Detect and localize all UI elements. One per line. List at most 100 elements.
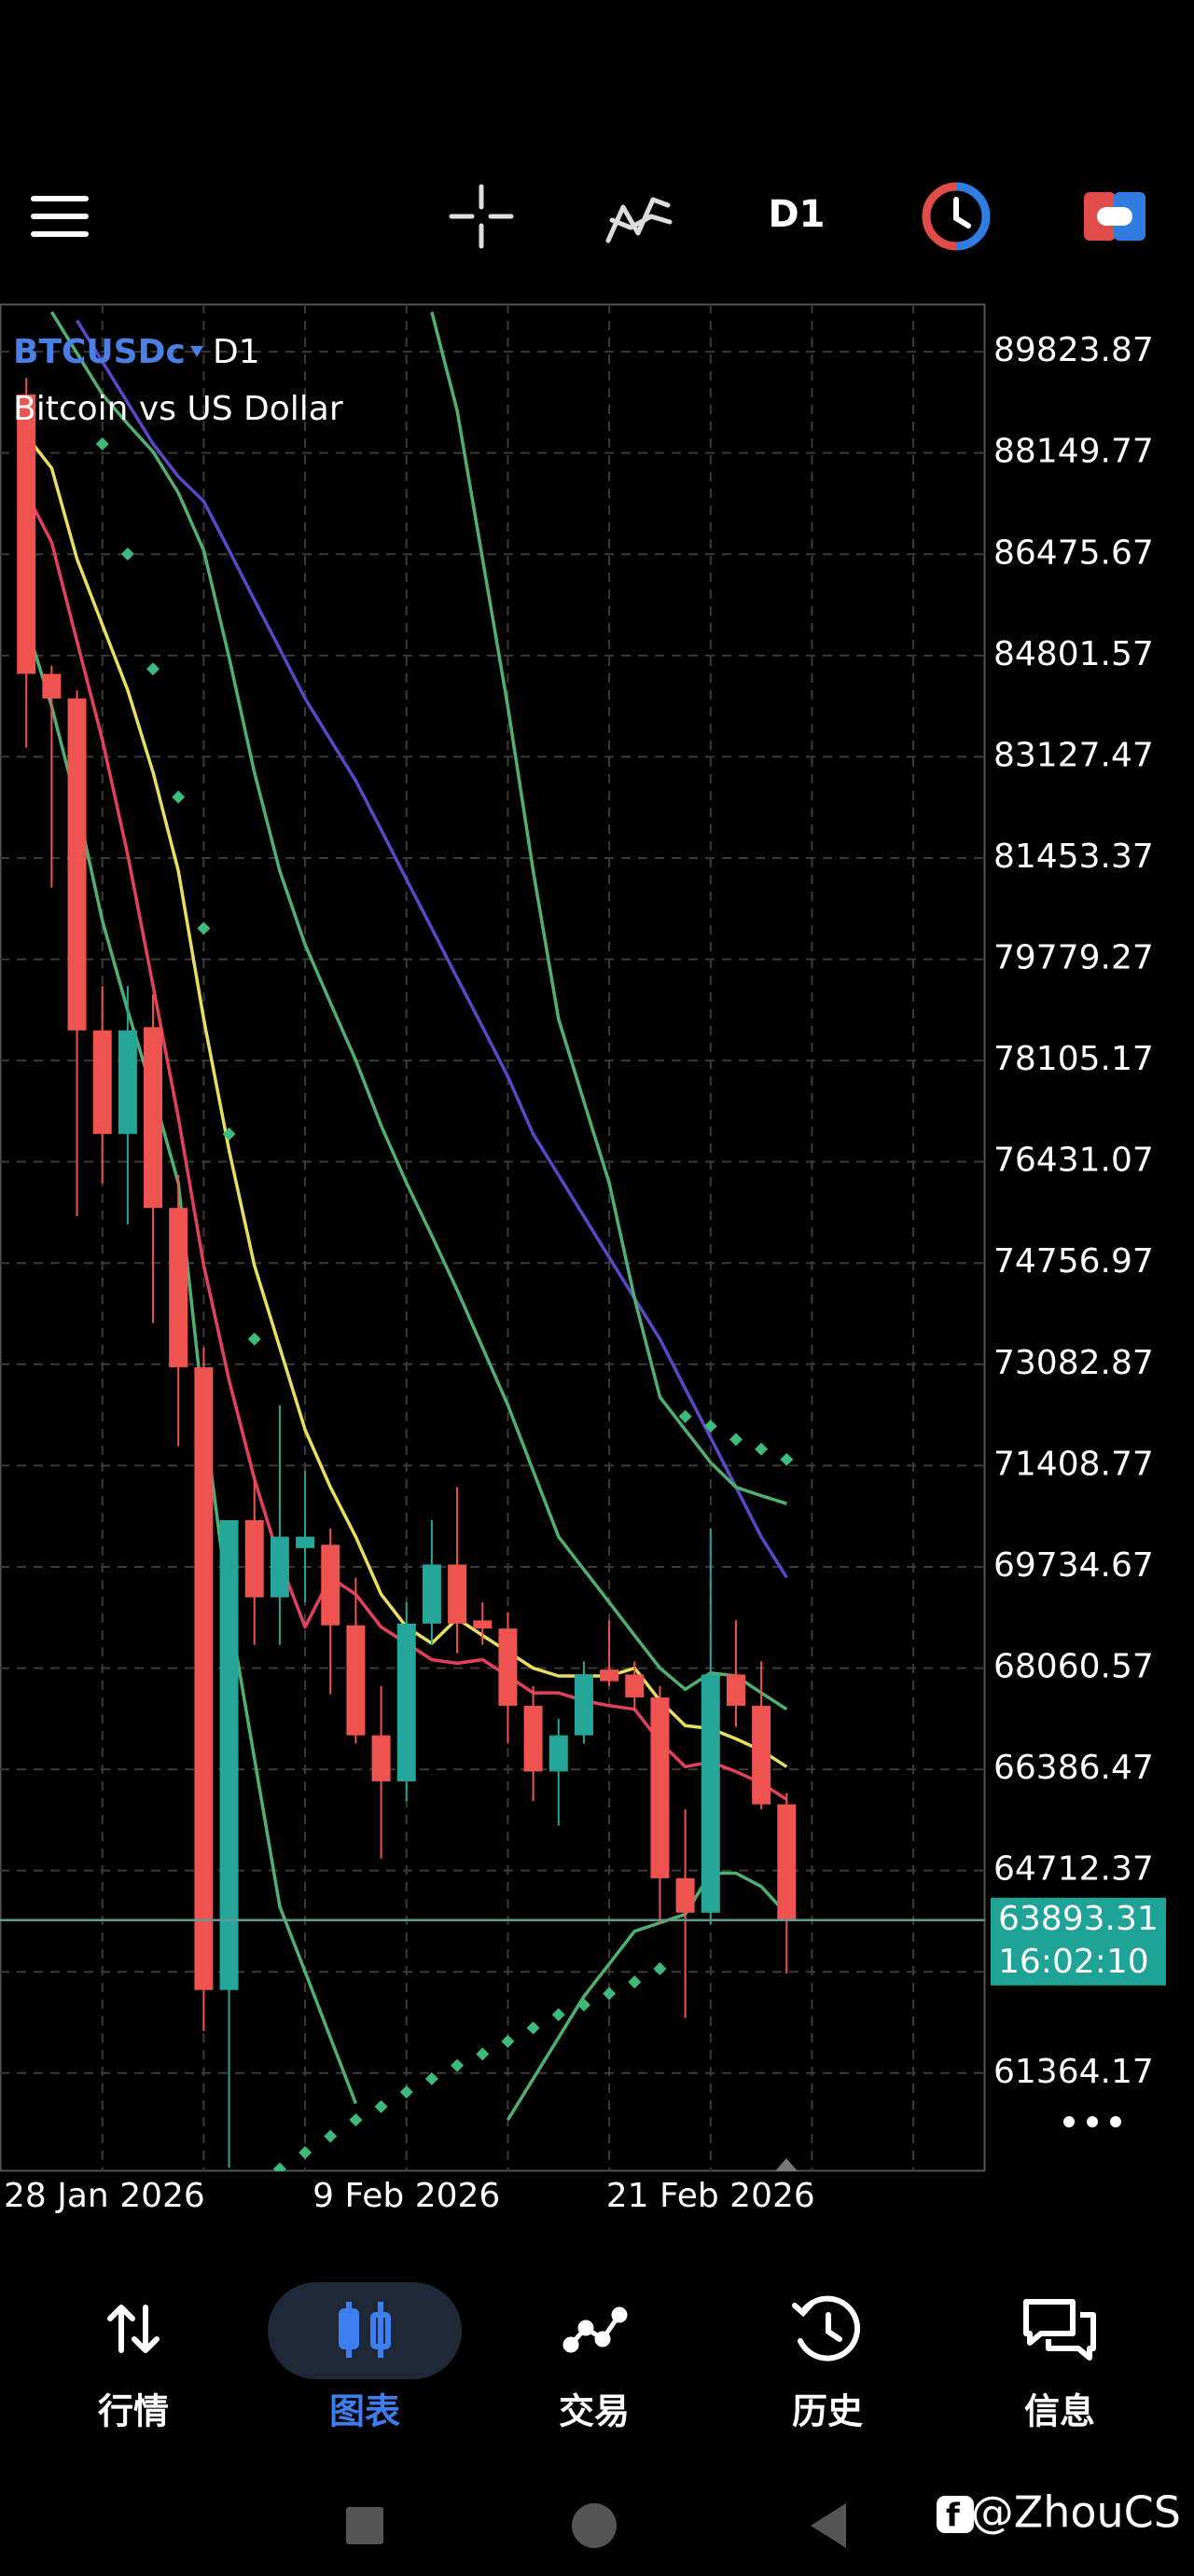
bottom-nav: 行情 图表 交易 历史 信息: [98, 2282, 1096, 2432]
sar-dot: [247, 1332, 261, 1346]
candle-body: [244, 1519, 264, 1598]
sar-dot: [703, 1420, 717, 1433]
candle-body: [473, 1620, 493, 1629]
sar-dot: [501, 2034, 515, 2048]
candle-body: [448, 1564, 467, 1624]
grid: [0, 304, 985, 2171]
indicator-line: [76, 319, 788, 1579]
y-tick-label: 81453.37: [993, 838, 1154, 876]
sar-dot: [424, 2071, 438, 2085]
active-pill: [268, 2282, 462, 2379]
candle-body: [752, 1705, 771, 1805]
nav-label[interactable]: 信息: [1024, 2391, 1095, 2432]
more-button[interactable]: [1063, 2116, 1121, 2127]
candle-body: [701, 1674, 720, 1913]
candle-body: [523, 1705, 543, 1772]
y-tick-label: 86475.67: [993, 533, 1154, 572]
sar-dot: [755, 1442, 769, 1456]
candle-body: [194, 1367, 214, 1990]
y-tick-label: 61364.17: [993, 2053, 1154, 2091]
sar-dot: [324, 2129, 338, 2143]
recents-button[interactable]: [346, 2507, 383, 2544]
menu-button[interactable]: [31, 196, 89, 237]
candle-body: [625, 1674, 645, 1698]
nav-label[interactable]: 历史: [792, 2391, 863, 2432]
chart-icon: [339, 2302, 391, 2358]
back-button[interactable]: [811, 2503, 846, 2548]
candle-body: [675, 1877, 695, 1913]
sar-dot: [272, 2162, 286, 2171]
candle-body: [600, 1669, 619, 1682]
candle-body: [296, 1536, 315, 1548]
candle-body: [169, 1208, 188, 1368]
sar-dot: [349, 2113, 363, 2127]
candle-body: [17, 394, 36, 674]
sar-dot: [374, 2099, 388, 2113]
sar-dot: [451, 2058, 465, 2072]
y-axis: 89823.87 88149.77 86475.67 84801.57 83127.47…: [0, 331, 1166, 2215]
chart-timeframe: D1: [213, 333, 260, 371]
candle-body: [396, 1623, 416, 1781]
nav-label[interactable]: 行情: [98, 2391, 169, 2432]
sar-dot: [399, 2085, 413, 2099]
y-tick-label: 73082.87: [993, 1344, 1154, 1382]
y-tick-label: 84801.57: [993, 635, 1154, 673]
y-tick-label: 79779.27: [993, 939, 1154, 977]
scroll-marker: [775, 2158, 798, 2171]
plot-frame: [0, 303, 986, 2172]
crosshair-button[interactable]: [449, 184, 514, 249]
history-sync-button[interactable]: [922, 182, 991, 251]
candle-body: [219, 1519, 239, 1990]
sar-dot: [526, 2021, 540, 2035]
y-tick-label: 68060.57: [993, 1648, 1154, 1686]
sar-dot: [653, 1961, 667, 1975]
y-tick-label: 66386.47: [993, 1749, 1154, 1787]
candle-body: [42, 673, 62, 699]
watermark-logo: [937, 2496, 974, 2533]
indicator-line: [430, 312, 787, 1505]
y-tick-label: 69734.67: [993, 1546, 1154, 1585]
candle-body: [270, 1536, 289, 1598]
candle-body: [144, 1027, 163, 1209]
sar-dot: [172, 790, 186, 804]
candle-body: [371, 1735, 391, 1781]
sar-dot: [576, 1998, 590, 2012]
y-tick-label: 64712.37: [993, 1850, 1154, 1889]
candle-body: [67, 698, 87, 1031]
sar-dot: [197, 921, 211, 935]
last-price: 63893.31: [998, 1900, 1159, 1938]
candle-body: [321, 1544, 340, 1626]
sar-dot: [476, 2047, 490, 2061]
y-tick-label: 83127.47: [993, 736, 1154, 774]
sar-dot: [678, 1409, 692, 1423]
nav-label[interactable]: 图表: [329, 2391, 400, 2432]
plot: [17, 311, 797, 2171]
candle-body: [777, 1804, 797, 1920]
sar-dot: [95, 436, 109, 450]
trade-icon: [562, 2306, 628, 2353]
sar-dot: [780, 1452, 794, 1466]
nav-label[interactable]: 交易: [559, 2391, 630, 2432]
candle-body: [118, 1030, 137, 1134]
indicators-button[interactable]: [605, 197, 673, 243]
y-tick-label: 71408.77: [993, 1445, 1154, 1483]
symbol-description: Bitcoin vs US Dollar: [13, 390, 343, 428]
sar-dot: [222, 1127, 236, 1141]
candle-body: [92, 1030, 112, 1134]
price-box: [991, 1897, 1166, 1986]
symbol[interactable]: BTCUSDc: [13, 333, 186, 371]
timeframe-button[interactable]: D1: [768, 193, 825, 236]
home-button[interactable]: [572, 2503, 617, 2548]
sar-dot: [628, 1975, 642, 1989]
y-tick-label: 89823.87: [993, 331, 1154, 369]
candle-body: [574, 1674, 593, 1736]
sar-dot: [120, 547, 134, 561]
sar-dot: [603, 1987, 617, 2001]
symbol-dropdown[interactable]: [190, 346, 203, 357]
y-tick-label: 78105.17: [993, 1040, 1154, 1078]
watermark: @ZhouCS: [971, 2487, 1181, 2538]
sar-dot: [146, 662, 160, 676]
x-tick-label: 28 Jan 2026: [4, 2177, 205, 2215]
trade-toggle-button[interactable]: [1084, 192, 1145, 241]
